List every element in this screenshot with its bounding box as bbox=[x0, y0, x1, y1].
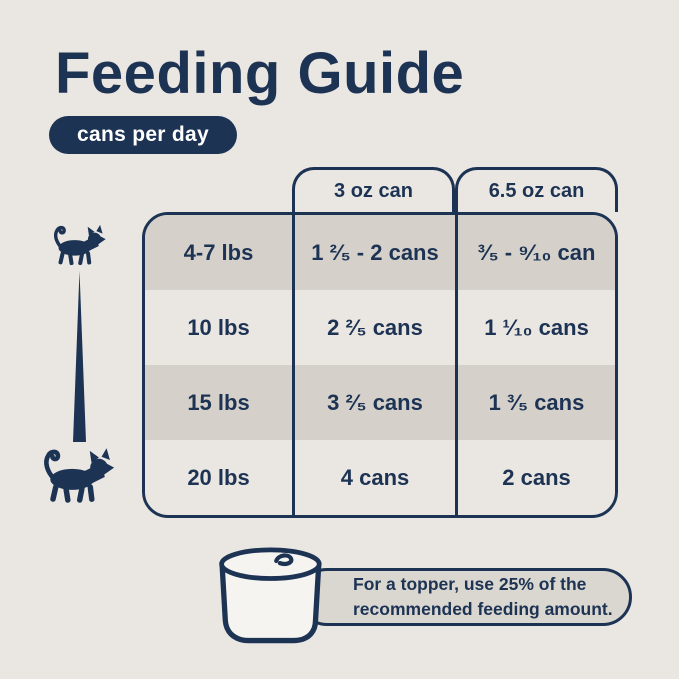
weight-cell: 10 lbs bbox=[187, 314, 250, 340]
cans-3oz-cell: 3 ²⁄₅ cans bbox=[292, 365, 455, 440]
cans-3oz-cell: 4 cans bbox=[292, 440, 455, 515]
cans-3oz-cell: 2 ²⁄₅ cans bbox=[292, 290, 455, 365]
weight-cell: 20 lbs bbox=[187, 464, 250, 490]
cans-6-5oz-cell: ³⁄₅ - ⁹⁄₁₀ can bbox=[455, 215, 615, 290]
table-row: 20 lbs 4 cans 2 cans bbox=[145, 440, 615, 515]
cat-food-can-icon bbox=[219, 547, 322, 644]
column-header-3oz: 3 oz can bbox=[292, 167, 455, 212]
topper-note-line2: recommended feeding amount. bbox=[353, 599, 613, 619]
weight-cell: 4-7 lbs bbox=[183, 239, 254, 265]
large-cat-icon bbox=[36, 443, 120, 504]
feeding-table: 3 oz can 6.5 oz can 4-7 lbs 1 ²⁄₅ - 2 ca… bbox=[142, 167, 618, 518]
topper-note-line1: For a topper, use 25% of the bbox=[353, 573, 587, 594]
cans-6-5oz-cell: 2 cans bbox=[455, 440, 615, 515]
weight-cell: 15 lbs bbox=[187, 389, 250, 415]
cans-per-day-badge: cans per day bbox=[49, 116, 237, 154]
table-row: 10 lbs 2 ²⁄₅ cans 1 ¹⁄₁₀ cans bbox=[145, 290, 615, 365]
cans-6-5oz-cell: 1 ³⁄₅ cans bbox=[455, 365, 615, 440]
small-cat-icon bbox=[48, 221, 110, 266]
table-row: 15 lbs 3 ²⁄₅ cans 1 ³⁄₅ cans bbox=[145, 365, 615, 440]
page-title: Feeding Guide bbox=[55, 41, 465, 106]
topper-note: For a topper, use 25% of the recommended… bbox=[298, 568, 632, 626]
column-header-6-5oz: 6.5 oz can bbox=[455, 167, 618, 212]
table-column-headers: 3 oz can 6.5 oz can bbox=[142, 167, 618, 212]
table-row: 4-7 lbs 1 ²⁄₅ - 2 cans ³⁄₅ - ⁹⁄₁₀ can bbox=[145, 215, 615, 290]
table-body: 4-7 lbs 1 ²⁄₅ - 2 cans ³⁄₅ - ⁹⁄₁₀ can 10… bbox=[142, 212, 618, 518]
badge-label: cans per day bbox=[77, 123, 209, 146]
cans-6-5oz-cell: 1 ¹⁄₁₀ cans bbox=[455, 290, 615, 365]
size-spike-icon bbox=[73, 271, 86, 442]
cans-3oz-cell: 1 ²⁄₅ - 2 cans bbox=[292, 215, 455, 290]
